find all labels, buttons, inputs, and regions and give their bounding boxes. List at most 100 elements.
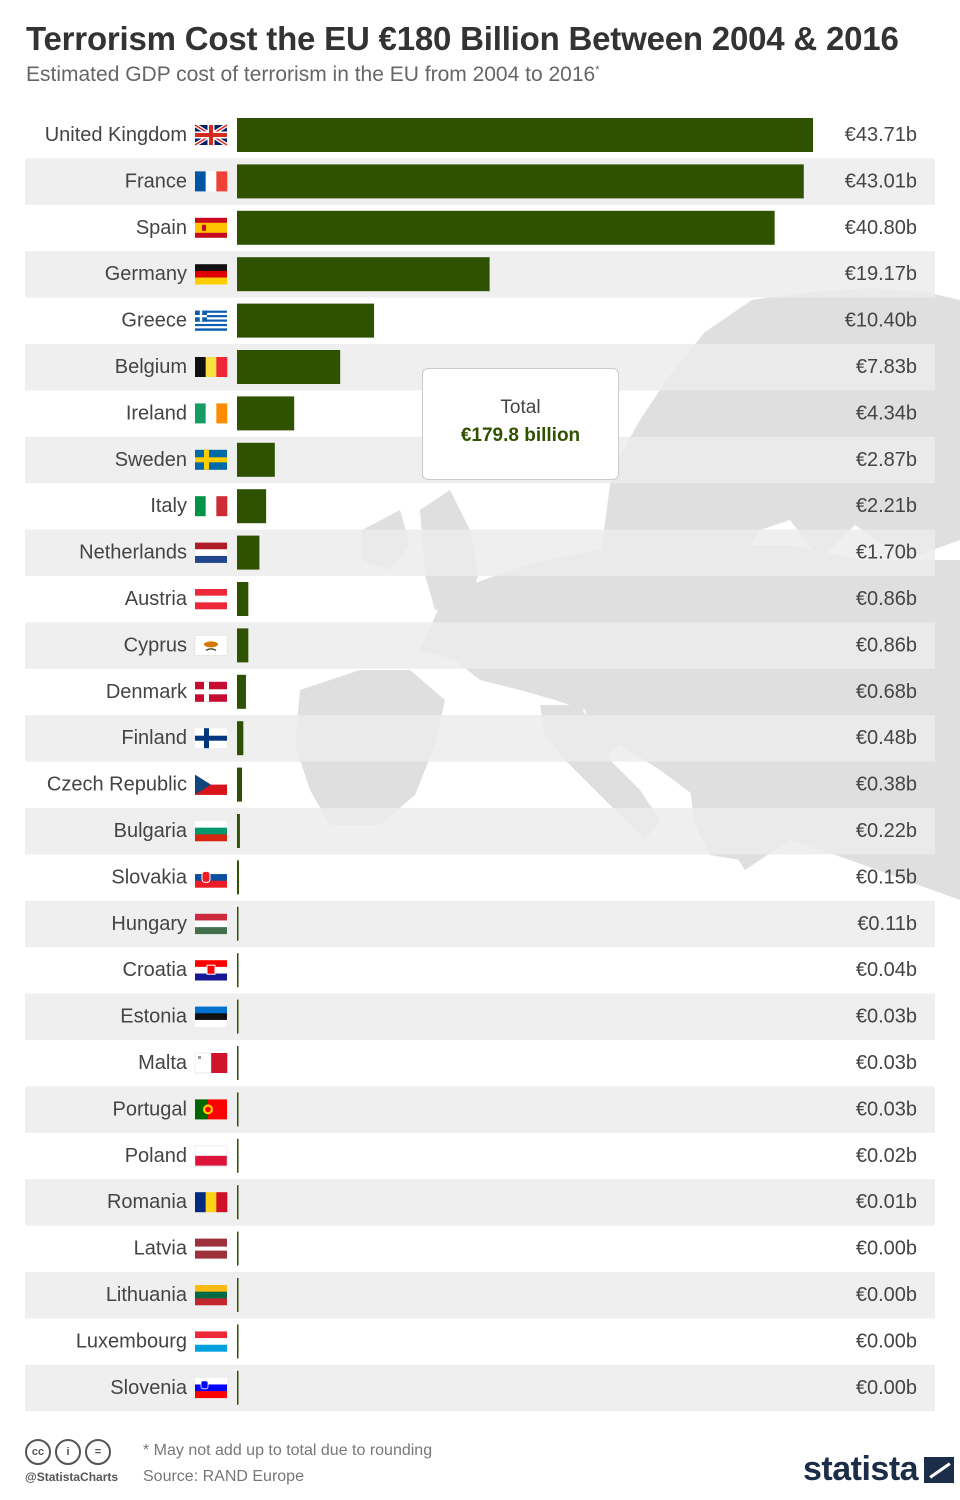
value-label-slovakia: €0.15b xyxy=(856,866,917,888)
estonia-flag-icon xyxy=(195,1006,227,1027)
value-label-bulgaria: €0.22b xyxy=(856,820,917,842)
category-label-denmark: Denmark xyxy=(106,681,188,703)
romania-flag-icon xyxy=(195,1192,228,1213)
value-label-slovenia: €0.00b xyxy=(856,1377,917,1399)
value-label-italy: €2.21b xyxy=(856,495,917,517)
bar-malta[interactable] xyxy=(237,1046,239,1080)
category-label-greece: Greece xyxy=(121,310,187,332)
ireland-flag-icon xyxy=(195,403,228,424)
subtitle-text: Estimated GDP cost of terrorism in the E… xyxy=(26,63,596,86)
category-label-slovakia: Slovakia xyxy=(111,866,187,888)
united-kingdom-flag-icon xyxy=(193,123,229,147)
bar-estonia[interactable] xyxy=(237,999,239,1034)
bar-spain[interactable] xyxy=(237,210,775,245)
attribution-icon: i xyxy=(55,1439,81,1465)
value-label-austria: €0.86b xyxy=(856,588,917,610)
category-label-poland: Poland xyxy=(125,1145,187,1167)
value-label-malta: €0.03b xyxy=(856,1052,917,1074)
bar-czech-republic[interactable] xyxy=(237,767,243,802)
row-stripe xyxy=(25,529,935,576)
category-label-italy: Italy xyxy=(150,495,187,517)
category-label-portugal: Portugal xyxy=(113,1098,188,1120)
bar-portugal[interactable] xyxy=(237,1092,239,1127)
spain-flag-icon xyxy=(195,217,227,238)
bar-greece[interactable] xyxy=(237,303,375,338)
france-flag-icon xyxy=(195,171,228,192)
value-label-croatia: €0.04b xyxy=(856,959,917,981)
bar-italy[interactable] xyxy=(237,489,267,524)
category-label-sweden: Sweden xyxy=(115,449,187,471)
bar-poland[interactable] xyxy=(237,1138,239,1173)
bar-slovakia[interactable] xyxy=(237,860,239,895)
bar-luxembourg[interactable] xyxy=(237,1324,239,1359)
bar-germany[interactable] xyxy=(237,257,490,292)
source-note: Source: RAND Europe xyxy=(143,1468,304,1485)
bar-bulgaria[interactable] xyxy=(237,814,240,848)
total-value: €179.8 billion xyxy=(460,425,581,446)
bars: United Kingdom €43.71b France €43.01b Spain €… xyxy=(45,118,917,1405)
slovakia-flag-icon xyxy=(195,867,227,888)
category-label-ireland: Ireland xyxy=(126,402,187,424)
bar-slovenia[interactable] xyxy=(237,1370,239,1405)
category-label-hungary: Hungary xyxy=(111,913,187,935)
bar-sweden[interactable] xyxy=(237,442,275,477)
category-label-croatia: Croatia xyxy=(123,959,188,981)
bar-croatia[interactable] xyxy=(237,953,239,988)
category-label-luxembourg: Luxembourg xyxy=(76,1330,187,1352)
bar-denmark[interactable] xyxy=(237,674,246,709)
greece-flag-icon xyxy=(195,310,227,331)
finland-flag-icon xyxy=(195,728,227,749)
category-label-united-kingdom: United Kingdom xyxy=(45,124,187,146)
social-handle: @StatistaCharts xyxy=(25,1470,119,1484)
row-stripe xyxy=(25,622,935,669)
category-label-lithuania: Lithuania xyxy=(106,1284,188,1306)
value-label-luxembourg: €0.00b xyxy=(856,1330,917,1352)
belgium-flag-icon xyxy=(195,357,228,377)
cc-icon: cc xyxy=(25,1439,51,1465)
total-callout: Total €179.8 billion xyxy=(422,368,619,480)
bulgaria-flag-icon xyxy=(195,821,227,842)
bar-latvia[interactable] xyxy=(237,1231,239,1266)
category-label-germany: Germany xyxy=(105,263,187,285)
bar-france[interactable] xyxy=(237,164,804,199)
brand-text: statista xyxy=(803,1450,919,1488)
category-label-bulgaria: Bulgaria xyxy=(114,820,188,842)
bar-lithuania[interactable] xyxy=(237,1278,239,1312)
czech-republic-flag-icon xyxy=(195,774,227,795)
bar-belgium[interactable] xyxy=(237,350,341,384)
bar-netherlands[interactable] xyxy=(237,535,260,570)
bar-cyprus[interactable] xyxy=(237,628,249,663)
value-label-ireland: €4.34b xyxy=(856,402,917,424)
value-label-greece: €10.40b xyxy=(845,310,917,332)
category-label-romania: Romania xyxy=(107,1191,188,1213)
statista-logo[interactable]: statista xyxy=(803,1450,955,1489)
value-label-denmark: €0.68b xyxy=(856,681,917,703)
value-label-lithuania: €0.00b xyxy=(856,1284,917,1306)
row-stripe xyxy=(25,900,935,948)
value-label-portugal: €0.03b xyxy=(856,1098,917,1120)
category-label-latvia: Latvia xyxy=(134,1238,188,1260)
bar-united-kingdom[interactable] xyxy=(237,118,813,152)
category-label-finland: Finland xyxy=(121,727,187,749)
category-label-czech-republic: Czech Republic xyxy=(47,774,187,796)
bar-hungary[interactable] xyxy=(237,906,239,941)
category-label-austria: Austria xyxy=(125,588,188,610)
value-label-czech-republic: €0.38b xyxy=(856,774,917,796)
value-label-united-kingdom: €43.71b xyxy=(845,124,917,146)
chart-subtitle: Estimated GDP cost of terrorism in the E… xyxy=(26,63,599,87)
value-label-france: €43.01b xyxy=(845,170,917,192)
row-stripe xyxy=(25,993,935,1040)
bar-austria[interactable] xyxy=(237,582,249,616)
category-label-malta: Malta xyxy=(138,1052,188,1074)
category-label-slovenia: Slovenia xyxy=(110,1377,188,1399)
value-label-belgium: €7.83b xyxy=(856,356,917,378)
bar-finland[interactable] xyxy=(237,721,244,756)
value-label-poland: €0.02b xyxy=(856,1145,917,1167)
malta-flag-icon xyxy=(194,1052,228,1074)
statista-logo-icon xyxy=(924,1456,955,1483)
lithuania-flag-icon xyxy=(195,1285,227,1306)
austria-flag-icon xyxy=(195,589,227,610)
category-label-estonia: Estonia xyxy=(120,1006,188,1028)
bar-romania[interactable] xyxy=(237,1185,239,1220)
bar-ireland[interactable] xyxy=(237,396,295,431)
